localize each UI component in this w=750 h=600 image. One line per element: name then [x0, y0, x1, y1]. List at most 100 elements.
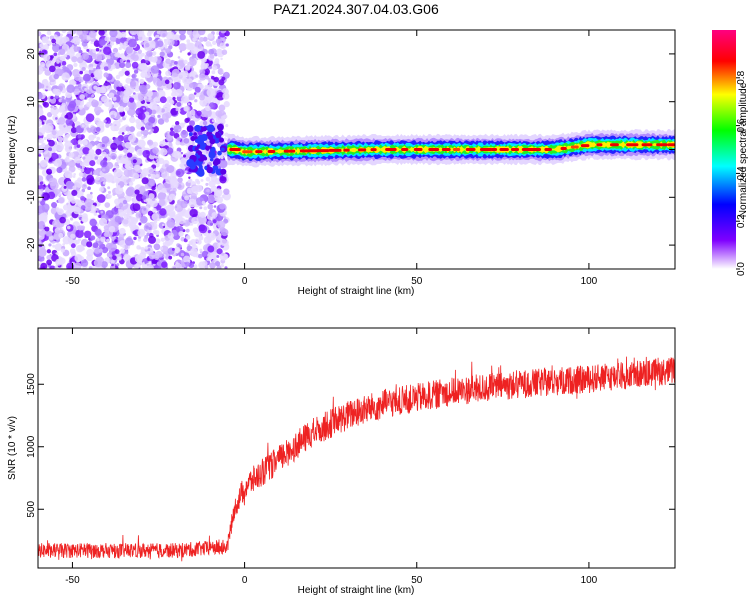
noise-cell [114, 162, 119, 167]
noise-cell [137, 49, 143, 54]
noise-cell [53, 188, 60, 195]
noise-cell [154, 238, 161, 244]
snr-xtick-label: 0 [242, 575, 248, 586]
noise-cell [135, 110, 139, 114]
noise-cell [117, 105, 125, 113]
noise-cell [219, 203, 226, 210]
snr-axes: -50 0 50 100 500 1000 1500 [26, 328, 675, 586]
noise-cell [163, 38, 167, 42]
noise-cell [204, 85, 209, 89]
noise-cell [140, 126, 145, 131]
noise-cell [118, 227, 126, 235]
noise-cell [55, 142, 64, 152]
noise-cell [120, 31, 127, 38]
noise-cell [217, 36, 221, 39]
noise-cell [209, 44, 213, 47]
noise-cell [206, 257, 210, 261]
noise-cell [61, 98, 66, 104]
noise-cell [191, 216, 199, 225]
noise-cell [167, 232, 174, 239]
noise-cell [172, 96, 176, 101]
noise-cell [94, 156, 99, 160]
noise-cell [71, 78, 75, 82]
noise-cell [62, 236, 71, 245]
noise-cell [69, 30, 77, 35]
noise-cell [222, 92, 230, 100]
noise-cell [162, 242, 166, 246]
snr-line [38, 356, 675, 562]
noise-cell [43, 150, 52, 160]
transition-cell [209, 157, 214, 162]
noise-cell [132, 172, 140, 180]
noise-cell [38, 70, 41, 75]
noise-cell [60, 33, 64, 37]
noise-cell [48, 139, 55, 147]
noise-cell [199, 248, 203, 252]
noise-cell [207, 203, 214, 210]
noise-cell [104, 36, 110, 42]
noise-cell [112, 96, 117, 101]
noise-cell [125, 77, 132, 84]
noise-cell [45, 123, 54, 132]
noise-cell [102, 168, 106, 172]
noise-cell [96, 237, 100, 242]
noise-cell [117, 185, 121, 189]
noise-cell [38, 108, 43, 116]
noise-cell [38, 81, 43, 90]
noise-cell [114, 249, 120, 255]
noise-cell [54, 88, 62, 96]
noise-cell [56, 60, 60, 64]
noise-cell [84, 198, 93, 207]
noise-cell [78, 104, 84, 110]
noise-cell [159, 148, 168, 156]
noise-cell [196, 110, 202, 116]
noise-cell [93, 169, 99, 176]
noise-cell [199, 211, 206, 218]
noise-cell [201, 57, 207, 63]
noise-cell [212, 40, 217, 46]
noise-cell [148, 235, 156, 244]
noise-cell [147, 36, 153, 42]
noise-cell [124, 141, 132, 149]
noise-cell [84, 167, 91, 175]
noise-cell [122, 199, 128, 205]
noise-cell [41, 142, 46, 148]
spectrogram-xtick-label: -50 [65, 276, 80, 287]
spectrogram-axes: -50 0 50 100 -20 -10 0 10 20 [26, 30, 675, 287]
noise-cell [217, 48, 222, 53]
noise-cell [54, 243, 63, 251]
noise-cell [88, 237, 91, 241]
noise-cell [143, 211, 147, 215]
noise-cell [159, 140, 166, 147]
noise-cell [128, 216, 136, 224]
noise-cell [141, 177, 149, 185]
noise-cell [70, 233, 76, 239]
noise-cell [59, 48, 66, 55]
noise-cell [224, 266, 228, 269]
noise-cell [147, 264, 154, 269]
noise-cell [147, 173, 151, 177]
transition-cell [198, 164, 203, 169]
noise-cell [67, 192, 71, 196]
noise-cell [48, 65, 56, 73]
noise-cell [137, 139, 146, 148]
noise-cell [64, 170, 73, 179]
noise-cell [75, 99, 82, 107]
noise-cell [148, 96, 152, 100]
noise-cell [124, 107, 130, 112]
noise-cell [168, 142, 173, 147]
noise-cell [176, 136, 181, 141]
noise-cell [205, 63, 209, 67]
noise-cell [48, 235, 54, 241]
noise-cell [88, 266, 93, 269]
noise-cell [180, 151, 184, 155]
noise-cell [126, 152, 133, 158]
noise-cell [165, 47, 171, 54]
noise-cell [189, 208, 198, 218]
noise-cell [124, 237, 134, 246]
noise-cell [62, 243, 66, 246]
noise-cell [38, 118, 43, 127]
noise-cell [175, 107, 179, 112]
noise-cell [199, 206, 203, 210]
noise-cell [212, 64, 218, 71]
